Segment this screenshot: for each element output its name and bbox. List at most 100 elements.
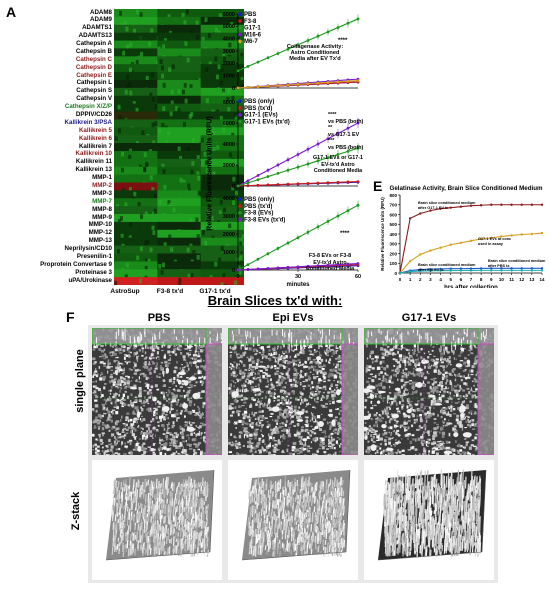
micro-speck: [123, 381, 127, 386]
micro-speck: [111, 409, 116, 412]
micro-speck: [259, 450, 262, 453]
micro-speck: [320, 370, 323, 374]
micro-speck: [262, 356, 264, 360]
micro-speck: [320, 404, 324, 407]
heatmap-speckle: [200, 137, 204, 143]
micro-speck: [260, 361, 263, 363]
heatmap-col-label-g17-1: G17-1 tx'd: [199, 288, 231, 295]
micro-speck: [115, 427, 119, 431]
micro-speck: [471, 419, 475, 422]
micro-speck: [413, 344, 416, 348]
micro-speck: [248, 363, 253, 367]
data-point: [530, 269, 534, 272]
micro-speck: [276, 373, 279, 375]
micro-speck: [288, 399, 290, 402]
micro-speck: [293, 410, 296, 413]
micro-speck: [330, 369, 334, 373]
micro-speck: [407, 426, 410, 430]
micro-speck: [108, 418, 111, 421]
micro-speck: [400, 348, 403, 351]
micro-speck: [263, 348, 265, 351]
micro-speck: [468, 446, 472, 450]
micro-speck: [147, 410, 150, 412]
micro-speck: [200, 413, 203, 417]
micro-speck: [102, 375, 107, 380]
heatmap-row-label: Kallikrein 3/PSA: [64, 118, 112, 126]
micro-speck: [130, 343, 132, 347]
micro-speck: [230, 443, 234, 447]
heatmap-speckle: [132, 28, 136, 34]
micro-speck: [116, 404, 118, 406]
micro-blob: [182, 403, 189, 409]
heatmap-speckle: [158, 199, 162, 205]
micro-speck: [259, 403, 261, 407]
micro-speck: [322, 396, 326, 399]
micro-speck: [382, 375, 385, 379]
micro-speck: [433, 402, 437, 406]
micro-speck: [451, 384, 453, 388]
micro-speck: [273, 454, 276, 455]
heatmap-speckle: [170, 100, 174, 106]
heatmap-speckle: [145, 75, 149, 81]
micro-speck: [233, 369, 235, 371]
xz-speck: [220, 332, 222, 340]
heatmap-cell: [200, 174, 244, 183]
micro-speck: [433, 427, 437, 431]
micro-speck: [111, 411, 114, 415]
micro-speck: [130, 423, 134, 427]
heatmap-speckle: [212, 146, 216, 152]
micro-speck: [449, 380, 452, 383]
micro-speck: [410, 393, 414, 395]
micro-speck: [302, 381, 306, 383]
micro-speck: [294, 449, 297, 453]
micro-speck: [412, 370, 414, 375]
micro-speck: [140, 406, 142, 409]
heatmap-speckle: [124, 21, 128, 26]
micro-speck: [404, 366, 406, 370]
micro-speck: [190, 432, 193, 436]
micro-speck: [278, 425, 282, 429]
micro-speck: [140, 427, 143, 429]
micro-speck: [428, 351, 430, 353]
heatmap-speckle: [128, 187, 132, 192]
micro-speck: [234, 344, 236, 348]
micro-speck: [138, 343, 140, 347]
micro-speck: [174, 389, 177, 392]
micro-speck: [444, 400, 448, 403]
micro-speck: [321, 441, 325, 445]
heatmap-row-label: Kallikrein 13: [75, 166, 112, 174]
micro-speck: [427, 440, 429, 445]
heatmap-speckle: [114, 280, 118, 285]
legend-marker: [238, 211, 242, 215]
micro-speck: [367, 450, 370, 454]
micro-speck: [382, 385, 386, 390]
micro-speck: [107, 417, 110, 421]
micro-speck: [139, 373, 142, 376]
micro-speck: [197, 369, 200, 373]
micro-speck: [383, 439, 387, 442]
micro-speck: [266, 425, 269, 429]
micro-speck: [264, 443, 266, 445]
micro-speck: [442, 365, 445, 369]
data-point: [286, 83, 290, 87]
heatmap-cell: [157, 16, 202, 26]
micro-speck: [92, 444, 95, 448]
micro-speck: [304, 416, 309, 418]
single-plane-pbs: [92, 328, 222, 455]
micro-blob: [186, 426, 195, 432]
micro-speck: [329, 348, 331, 351]
micro-speck: [397, 407, 400, 410]
micro-speck: [399, 363, 401, 366]
micro-speck: [145, 376, 148, 381]
xz-speck: [333, 335, 335, 340]
micro-speck: [236, 378, 238, 381]
micro-speck: [304, 361, 307, 364]
xz-speck: [300, 343, 302, 350]
micro-speck: [456, 445, 459, 447]
micro-speck: [370, 439, 374, 442]
micro-speck: [430, 430, 432, 432]
micro-speck: [177, 446, 181, 450]
micro-speck: [273, 440, 278, 442]
micro-speck: [391, 352, 395, 356]
micro-speck: [399, 441, 401, 444]
